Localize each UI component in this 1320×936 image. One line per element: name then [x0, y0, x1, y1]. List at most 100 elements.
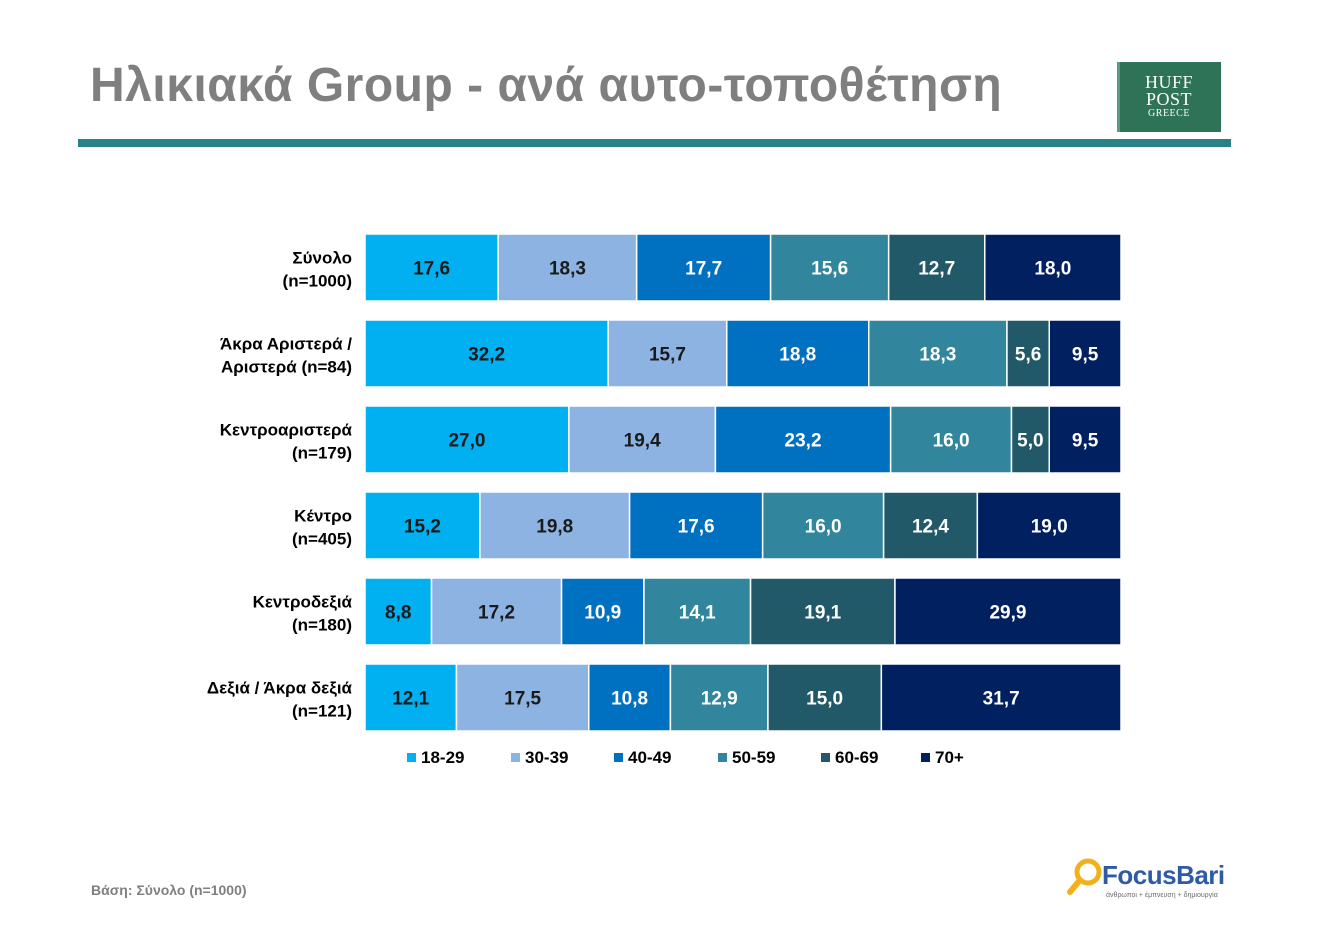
category-label: Άκρα Αριστερά /: [220, 335, 352, 354]
bar-segment: [882, 491, 979, 560]
data-label: 17,6: [413, 259, 450, 280]
data-label: 17,2: [478, 603, 515, 624]
data-label: 31,7: [983, 689, 1020, 710]
legend-swatch: [921, 753, 930, 762]
data-label: 27,0: [448, 431, 485, 452]
data-label: 18,8: [779, 345, 816, 366]
legend-swatch: [407, 753, 416, 762]
bar-segment: [894, 577, 1122, 646]
data-label: 29,9: [989, 603, 1026, 624]
data-label: 16,0: [933, 431, 970, 452]
data-label: 17,7: [685, 259, 722, 280]
legend-swatch: [614, 753, 623, 762]
bar-segment: [607, 319, 728, 388]
category-label: Δεξιά / Άκρα δεξιά: [207, 679, 353, 698]
legend-swatch: [511, 753, 520, 762]
focusbari-tagline: άνθρωποι + έμπνευση + δημιουργία: [1106, 892, 1218, 899]
data-label: 10,8: [611, 689, 648, 710]
bar-segment: [479, 491, 631, 560]
bar-segment: [769, 233, 890, 302]
magnifier-icon: [1067, 858, 1102, 895]
logo-accent-bar: [1117, 62, 1120, 132]
category-sublabel: (n=180): [292, 616, 352, 635]
data-label: 18,3: [919, 345, 956, 366]
data-label: 9,5: [1072, 345, 1099, 366]
bar-segment: [880, 663, 1122, 732]
bar-segment: [889, 405, 1013, 474]
data-label: 8,8: [385, 603, 411, 624]
bar-segment: [669, 663, 769, 732]
bar-segment: [749, 577, 896, 646]
data-label: 19,4: [624, 431, 661, 452]
base-note: Βάση: Σύνολο (n=1000): [91, 882, 247, 898]
bar-segment: [643, 577, 752, 646]
data-label: 18,0: [1034, 259, 1071, 280]
category-label: Κεντροδεξιά: [253, 593, 353, 612]
focusbari-logo: FocusBari άνθρωποι + έμπνευση + δημιουργ…: [1066, 856, 1226, 906]
data-label: 15,6: [811, 259, 848, 280]
bar-segment: [1048, 405, 1122, 474]
data-label: 10,9: [584, 603, 621, 624]
data-label: 14,1: [679, 603, 716, 624]
bar-segment: [560, 577, 645, 646]
data-label: 12,4: [912, 517, 949, 538]
data-label: 15,0: [806, 689, 843, 710]
category-label: Κέντρο: [294, 507, 352, 526]
bar-segment: [984, 233, 1122, 302]
bar-segment: [761, 491, 885, 560]
category-label: Κεντροαριστερά: [220, 421, 353, 440]
category-sublabel: Αριστερά (n=84): [221, 358, 352, 377]
data-label: 15,2: [404, 517, 441, 538]
legend-label: 50-59: [732, 748, 775, 767]
data-label: 5,6: [1015, 345, 1041, 366]
data-label: 17,6: [678, 517, 715, 538]
data-label: 23,2: [785, 431, 822, 452]
bar-segment: [430, 577, 563, 646]
bar-segment: [867, 319, 1008, 388]
category-sublabel: (n=121): [292, 702, 352, 721]
category-sublabel: (n=1000): [283, 272, 352, 291]
category-sublabel: (n=179): [292, 444, 352, 463]
huffpost-logo: HUFF POST GREECE: [1117, 62, 1221, 132]
legend-label: 60-69: [835, 748, 878, 767]
bar-segment: [726, 319, 870, 388]
logo-line-3: GREECE: [1148, 108, 1190, 119]
bar-segment: [635, 233, 772, 302]
data-label: 5,0: [1017, 431, 1043, 452]
data-label: 19,0: [1031, 517, 1068, 538]
legend-swatch: [718, 753, 727, 762]
data-label: 17,5: [504, 689, 541, 710]
logo-line-2: POST: [1145, 89, 1192, 109]
bar-segment: [1006, 319, 1051, 388]
data-label: 19,8: [536, 517, 573, 538]
bar-segment: [767, 663, 883, 732]
title-underline: [78, 139, 1231, 147]
legend-swatch: [821, 753, 830, 762]
page-title: Ηλικιακά Group - ανά αυτο-τοποθέτηση: [90, 59, 1003, 112]
data-label: 12,7: [918, 259, 955, 280]
data-label: 12,1: [392, 689, 429, 710]
data-label: 15,7: [649, 345, 686, 366]
bar-segment: [976, 491, 1122, 560]
data-label: 12,9: [701, 689, 738, 710]
legend-label: 18-29: [421, 748, 464, 767]
category-sublabel: (n=405): [292, 530, 352, 549]
bar-segment: [364, 663, 458, 732]
bar-segment: [1010, 405, 1051, 474]
legend-label: 30-39: [525, 748, 568, 767]
bar-segment: [887, 233, 986, 302]
bar-segment: [364, 577, 433, 646]
legend-label: 70+: [935, 748, 964, 767]
data-label: 19,1: [804, 603, 841, 624]
data-label: 32,2: [468, 345, 505, 366]
legend-label: 40-49: [628, 748, 671, 767]
data-label: 16,0: [805, 517, 842, 538]
bar-segment: [1048, 319, 1122, 388]
bar-segment: [455, 663, 590, 732]
data-label: 18,3: [549, 259, 586, 280]
bar-segment: [364, 405, 570, 474]
bar-segment: [364, 319, 609, 388]
category-label: Σύνολο: [292, 249, 352, 268]
focusbari-name: FocusBari: [1102, 860, 1225, 890]
